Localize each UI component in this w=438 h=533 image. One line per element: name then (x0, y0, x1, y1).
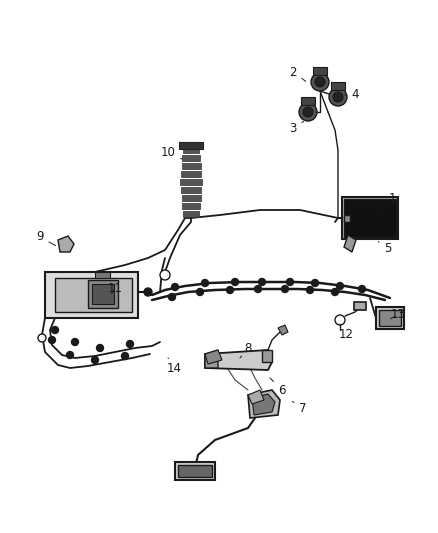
Circle shape (335, 315, 345, 325)
Circle shape (311, 279, 318, 287)
Polygon shape (344, 215, 350, 222)
Circle shape (121, 352, 128, 359)
Text: 11: 11 (107, 281, 123, 295)
Circle shape (52, 327, 59, 334)
Circle shape (67, 351, 74, 359)
Bar (181, 187, 201, 193)
Text: 5: 5 (378, 241, 392, 254)
Bar (301, 97, 315, 105)
Bar (181, 171, 201, 177)
Polygon shape (55, 278, 132, 312)
Bar (313, 67, 327, 75)
Polygon shape (252, 394, 275, 415)
Polygon shape (344, 235, 356, 252)
Polygon shape (92, 284, 114, 304)
Polygon shape (278, 325, 288, 335)
Circle shape (258, 279, 265, 286)
Polygon shape (178, 465, 212, 477)
Circle shape (303, 107, 313, 117)
Text: 3: 3 (290, 122, 304, 134)
Circle shape (197, 288, 204, 295)
Bar (344, 199, 396, 237)
Bar (183, 147, 199, 153)
Circle shape (299, 103, 317, 121)
Polygon shape (88, 280, 118, 308)
Polygon shape (175, 462, 215, 480)
Circle shape (169, 294, 176, 301)
Circle shape (127, 341, 134, 348)
Circle shape (315, 77, 325, 87)
Circle shape (160, 270, 170, 280)
Polygon shape (205, 350, 222, 364)
Bar (344, 199, 396, 237)
Text: 13: 13 (391, 309, 406, 321)
Text: 7: 7 (293, 401, 307, 415)
Circle shape (49, 336, 56, 343)
Circle shape (282, 286, 289, 293)
Bar (181, 195, 201, 201)
Polygon shape (58, 236, 74, 252)
Text: 9: 9 (36, 230, 56, 246)
Bar (331, 82, 345, 90)
Text: 4: 4 (345, 88, 359, 101)
Text: 6: 6 (270, 378, 286, 397)
Bar (179, 142, 203, 149)
Text: 14: 14 (166, 358, 181, 375)
Polygon shape (205, 350, 218, 368)
Bar (180, 179, 202, 185)
Text: 1: 1 (378, 191, 396, 208)
Polygon shape (95, 272, 110, 278)
Polygon shape (248, 390, 280, 418)
Text: 2: 2 (289, 66, 306, 82)
Text: 8: 8 (240, 342, 252, 358)
Bar (182, 155, 200, 161)
Bar (182, 203, 200, 209)
Circle shape (38, 334, 46, 342)
Bar (342, 197, 398, 239)
Bar (379, 310, 401, 326)
Polygon shape (248, 390, 264, 404)
Circle shape (332, 288, 339, 295)
Circle shape (201, 279, 208, 287)
Text: 10: 10 (161, 146, 182, 159)
Circle shape (232, 279, 239, 286)
Circle shape (336, 282, 343, 289)
Circle shape (333, 92, 343, 102)
Polygon shape (262, 350, 272, 362)
Polygon shape (45, 272, 138, 318)
Circle shape (254, 286, 261, 293)
Circle shape (92, 357, 99, 364)
Bar (181, 163, 201, 169)
Circle shape (286, 279, 293, 286)
Circle shape (96, 344, 103, 351)
Circle shape (311, 73, 329, 91)
Circle shape (226, 287, 233, 294)
Bar (183, 211, 199, 217)
Circle shape (172, 284, 179, 290)
Circle shape (71, 338, 78, 345)
Circle shape (358, 286, 365, 293)
Text: 12: 12 (339, 324, 353, 341)
Circle shape (329, 88, 347, 106)
Polygon shape (205, 350, 272, 370)
Bar (376, 307, 404, 329)
Circle shape (307, 287, 314, 294)
Bar (354, 302, 366, 310)
Circle shape (144, 288, 152, 296)
